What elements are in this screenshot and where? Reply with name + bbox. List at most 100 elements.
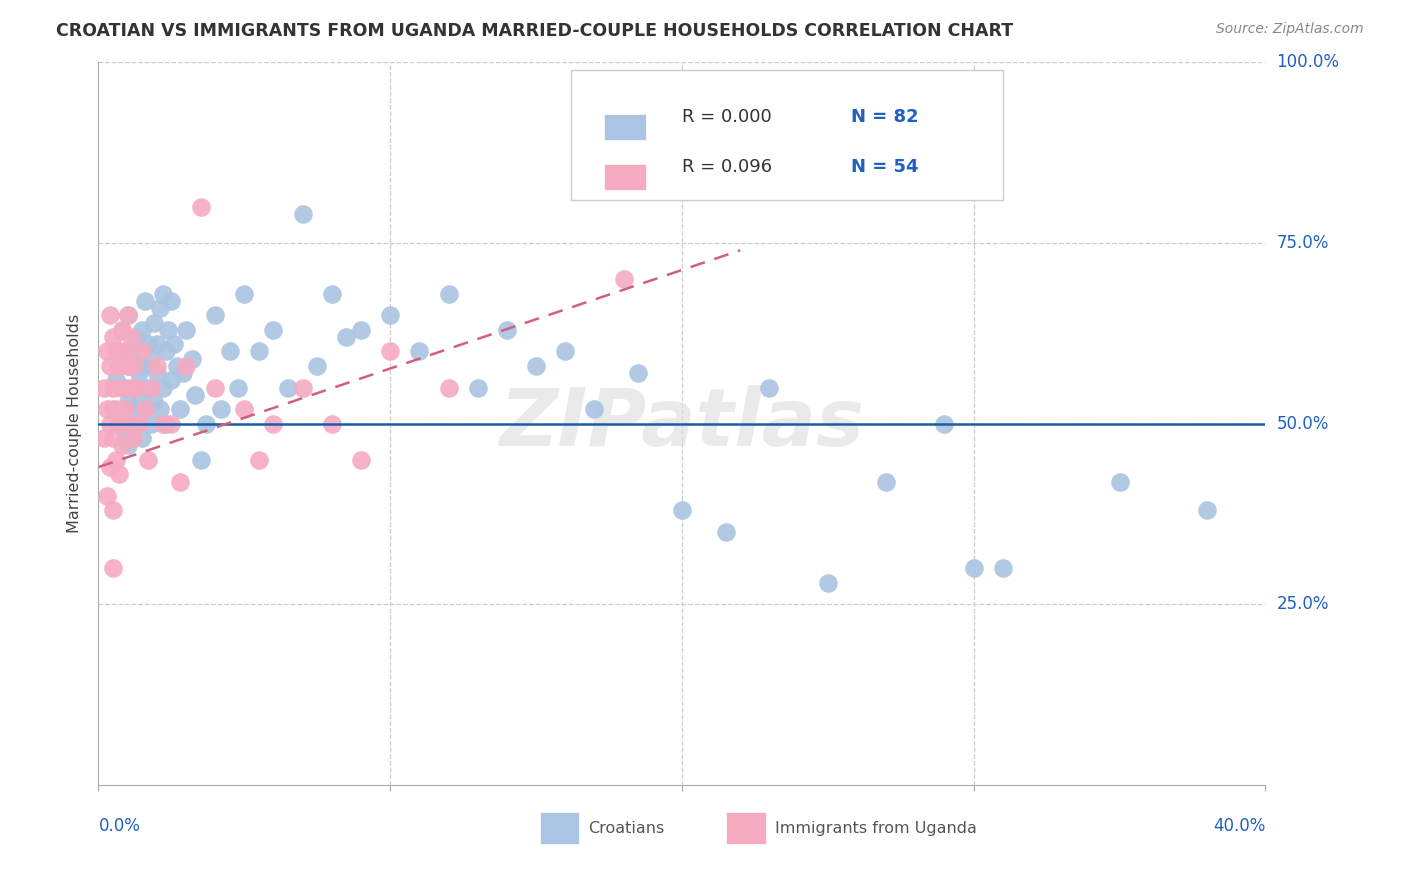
Point: [128, 417, 150, 431]
Point: [190, 452, 212, 467]
Y-axis label: Married-couple Households: Married-couple Households: [67, 314, 83, 533]
Point: [120, 380, 142, 394]
Text: Source: ZipAtlas.com: Source: ZipAtlas.com: [1216, 22, 1364, 37]
Point: [134, 402, 156, 417]
Point: [111, 323, 134, 337]
Point: [111, 380, 134, 394]
Point: [157, 323, 180, 337]
Point: [183, 388, 205, 402]
Point: [131, 431, 153, 445]
Point: [467, 380, 489, 394]
Point: [627, 366, 650, 380]
Point: [101, 561, 124, 575]
Point: [101, 330, 124, 344]
Point: [174, 323, 197, 337]
Point: [583, 402, 606, 417]
Point: [152, 286, 174, 301]
Point: [93, 380, 115, 394]
FancyBboxPatch shape: [603, 114, 645, 140]
Text: 75.0%: 75.0%: [1277, 234, 1329, 252]
Point: [108, 467, 131, 482]
Point: [146, 337, 169, 351]
Point: [714, 524, 737, 539]
Point: [554, 344, 576, 359]
Point: [262, 323, 284, 337]
Point: [233, 286, 256, 301]
Point: [128, 366, 150, 380]
FancyBboxPatch shape: [727, 813, 766, 844]
Point: [180, 351, 202, 366]
Point: [114, 402, 136, 417]
Point: [142, 395, 165, 409]
Point: [204, 380, 226, 394]
Point: [125, 417, 148, 431]
Point: [204, 308, 226, 322]
Text: 40.0%: 40.0%: [1213, 817, 1265, 836]
Point: [96, 344, 118, 359]
Point: [96, 402, 118, 417]
Point: [98, 308, 121, 322]
Point: [117, 308, 139, 322]
Point: [139, 351, 162, 366]
Point: [350, 452, 373, 467]
Point: [350, 323, 373, 337]
Point: [524, 359, 547, 373]
Point: [875, 475, 897, 489]
Point: [437, 286, 460, 301]
Point: [136, 380, 159, 394]
Point: [160, 293, 183, 308]
Point: [321, 417, 343, 431]
Point: [104, 452, 127, 467]
Point: [117, 438, 139, 452]
Point: [136, 337, 159, 351]
Point: [104, 344, 127, 359]
Point: [101, 431, 124, 445]
Point: [108, 344, 131, 359]
Point: [131, 344, 153, 359]
Point: [128, 395, 150, 409]
Point: [120, 402, 142, 417]
Point: [671, 503, 693, 517]
Point: [98, 417, 121, 431]
Point: [98, 359, 121, 373]
Point: [120, 330, 142, 344]
Point: [111, 323, 134, 337]
Point: [146, 359, 169, 373]
Point: [93, 431, 115, 445]
Point: [108, 417, 131, 431]
Point: [101, 503, 124, 517]
Text: N = 82: N = 82: [851, 108, 918, 126]
Point: [962, 561, 984, 575]
Point: [122, 431, 145, 445]
FancyBboxPatch shape: [603, 164, 645, 190]
Point: [114, 380, 136, 394]
Point: [114, 424, 136, 438]
Point: [117, 417, 139, 431]
Point: [117, 359, 139, 373]
Point: [169, 402, 191, 417]
Point: [122, 380, 145, 394]
Point: [142, 316, 165, 330]
Point: [166, 359, 188, 373]
Point: [321, 286, 343, 301]
Point: [149, 301, 172, 315]
Text: 0.0%: 0.0%: [98, 817, 141, 836]
Text: 100.0%: 100.0%: [1277, 54, 1340, 71]
Point: [228, 380, 250, 394]
Point: [117, 359, 139, 373]
Point: [262, 417, 284, 431]
Point: [111, 438, 134, 452]
Point: [117, 308, 139, 322]
Point: [101, 380, 124, 394]
Point: [104, 402, 127, 417]
Text: 25.0%: 25.0%: [1277, 595, 1329, 614]
Point: [108, 359, 131, 373]
Text: R = 0.000: R = 0.000: [682, 108, 772, 126]
Point: [136, 452, 159, 467]
Text: Croatians: Croatians: [589, 821, 665, 836]
Point: [380, 308, 402, 322]
Point: [120, 431, 142, 445]
Point: [934, 417, 956, 431]
Point: [1108, 475, 1130, 489]
Point: [104, 373, 127, 387]
